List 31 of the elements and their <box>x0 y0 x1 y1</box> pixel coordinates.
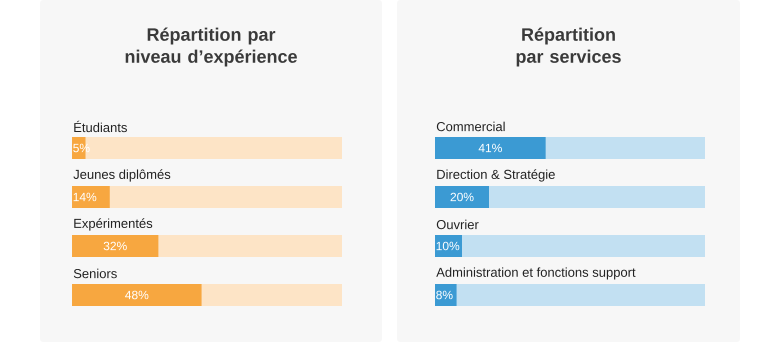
category-label: Étudiants <box>74 120 127 132</box>
category-label: Expérimentés <box>74 218 152 231</box>
data-label: 32% <box>104 242 127 250</box>
category-label: Direction & Stratégie <box>437 169 555 182</box>
data-label: 48% <box>125 290 148 300</box>
category-label: Seniors <box>74 268 117 278</box>
bar <box>158 234 342 257</box>
bar <box>435 284 457 306</box>
category-label: Commercial <box>436 122 505 132</box>
data-label: 14% <box>74 192 96 202</box>
bar <box>462 234 705 257</box>
bar <box>72 284 202 306</box>
data-label: 41% <box>478 144 502 152</box>
bar <box>489 186 705 208</box>
bar <box>72 234 158 257</box>
bar <box>435 234 462 257</box>
bar <box>110 186 342 208</box>
bar <box>546 136 705 159</box>
category-label: Ouvrier <box>436 220 479 230</box>
data-label: 20% <box>450 192 474 202</box>
bar <box>72 186 110 208</box>
data-label: 10% <box>436 242 460 250</box>
bar <box>435 186 489 208</box>
category-label: Administration et fonctions support <box>436 267 636 280</box>
bar <box>435 136 546 159</box>
category-label: Jeunes diplômés <box>73 169 170 182</box>
bar <box>456 284 705 306</box>
chart-title: Répartition par niveau d’expérience <box>126 28 297 66</box>
bar <box>202 284 342 306</box>
data-label: 8% <box>436 290 453 300</box>
chart-title: Répartition par services <box>516 28 621 66</box>
